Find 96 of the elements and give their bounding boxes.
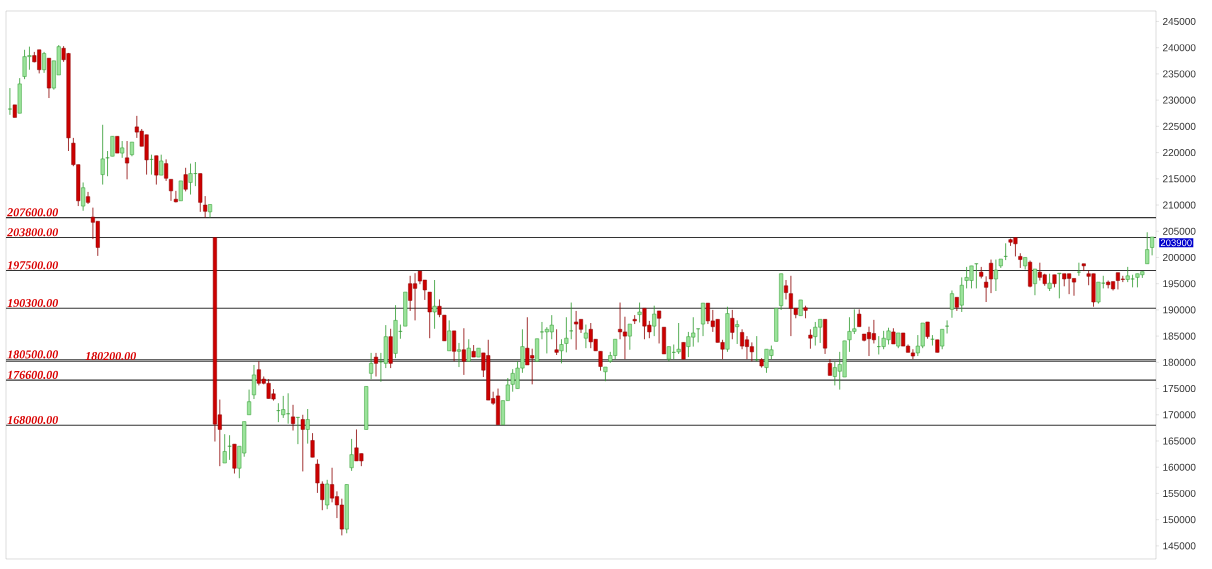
ref-line-label: 168000.00 [7, 415, 58, 425]
candlestick [1018, 252, 1023, 269]
candlestick [535, 338, 540, 362]
candlestick [183, 167, 188, 192]
candlestick [554, 328, 559, 356]
candlestick [735, 319, 740, 345]
ref-line-label: 180200.00 [85, 351, 136, 361]
candlestick [1145, 231, 1150, 265]
candlestick [657, 310, 662, 344]
candlestick [300, 414, 305, 472]
candlestick [461, 327, 466, 376]
candlestick [125, 140, 130, 180]
ref-line-label: 176600.00 [7, 370, 58, 379]
candlestick [637, 302, 642, 323]
candlestick [949, 290, 954, 319]
ref-line-label: 207600.00 [7, 208, 58, 217]
candlestick [110, 135, 115, 157]
y-tick-label: 215000 [1163, 175, 1196, 183]
candlestick [164, 158, 169, 182]
candlestick [1096, 281, 1101, 304]
candlestick [427, 291, 432, 339]
y-tick-label: 230000 [1163, 96, 1196, 104]
candlestick [740, 328, 745, 350]
candlestick [447, 319, 452, 352]
candlestick [559, 338, 564, 364]
y-tick-label: 190000 [1163, 306, 1196, 314]
y-tick-label: 225000 [1163, 122, 1196, 130]
candlestick [178, 180, 183, 202]
candlestick [730, 309, 735, 340]
y-tick-label: 200000 [1163, 253, 1196, 261]
candlestick [291, 404, 296, 431]
candlestick [349, 438, 354, 472]
candlestick [452, 330, 457, 362]
candlestick [652, 305, 657, 337]
candlestick [159, 154, 164, 176]
candlestick [574, 310, 579, 351]
candlestick [1057, 272, 1062, 299]
candlestick [373, 352, 379, 377]
candlestick [569, 302, 574, 340]
y-tick-label: 180000 [1163, 358, 1196, 366]
y-tick-label: 210000 [1163, 201, 1196, 209]
candlestick [325, 479, 330, 510]
text: 203900 [1160, 239, 1192, 247]
candlestick [86, 191, 91, 205]
y-tick-label: 205000 [1163, 227, 1196, 235]
candlestick [247, 389, 252, 416]
candlestick [100, 124, 105, 185]
candlestick [627, 323, 632, 351]
candlestick [208, 204, 213, 218]
y-tick-label: 220000 [1163, 149, 1196, 157]
candlestick [305, 408, 310, 445]
candlestick [622, 316, 627, 360]
y-tick-label: 245000 [1163, 17, 1196, 26]
y-tick-label: 240000 [1163, 44, 1196, 52]
y-tick-label: 165000 [1163, 437, 1196, 445]
candlestick [910, 348, 915, 360]
candlestick [330, 467, 335, 503]
candlestick [203, 195, 208, 218]
ref-line-label: 180500.00 [7, 350, 58, 359]
candlestick [154, 155, 159, 185]
y-tick-label: 170000 [1163, 411, 1196, 419]
candlestick [564, 316, 569, 353]
candlestick [466, 338, 471, 362]
candlestick [173, 190, 178, 203]
ref-line-label: 197500.00 [7, 261, 58, 270]
y-tick-label: 155000 [1163, 489, 1196, 497]
y-tick-label: 160000 [1163, 463, 1196, 471]
y-tick-label: 195000 [1163, 280, 1196, 288]
y-tick-label: 150000 [1163, 516, 1196, 524]
candlestick [7, 87, 12, 116]
y-tick-label: 185000 [1163, 332, 1196, 340]
y-tick-label: 145000 [1163, 542, 1196, 550]
candlestick [598, 350, 603, 372]
candlestick [1076, 262, 1081, 277]
y-tick-label: 235000 [1163, 70, 1196, 78]
candlestick [369, 352, 374, 380]
candlestick [251, 364, 256, 400]
candlestick [81, 182, 86, 212]
candlestick [432, 279, 437, 330]
candlestick [808, 328, 813, 350]
candlestick [959, 276, 964, 313]
ref-line-label: 190300.00 [7, 298, 58, 308]
candlestick [456, 342, 461, 368]
candlestick [583, 324, 588, 349]
candlestick [42, 51, 47, 74]
candlestick [222, 433, 227, 464]
candlestick [1032, 268, 1037, 296]
candlestick [618, 302, 623, 340]
candlestick [295, 417, 300, 445]
y-tick-label: 175000 [1163, 385, 1196, 393]
candlestick [310, 432, 315, 458]
candlestick [188, 163, 193, 195]
candlestick [676, 322, 681, 355]
candlestick [696, 328, 701, 343]
ref-line-label: 203800.00 [7, 228, 58, 237]
candlestick [701, 302, 706, 337]
